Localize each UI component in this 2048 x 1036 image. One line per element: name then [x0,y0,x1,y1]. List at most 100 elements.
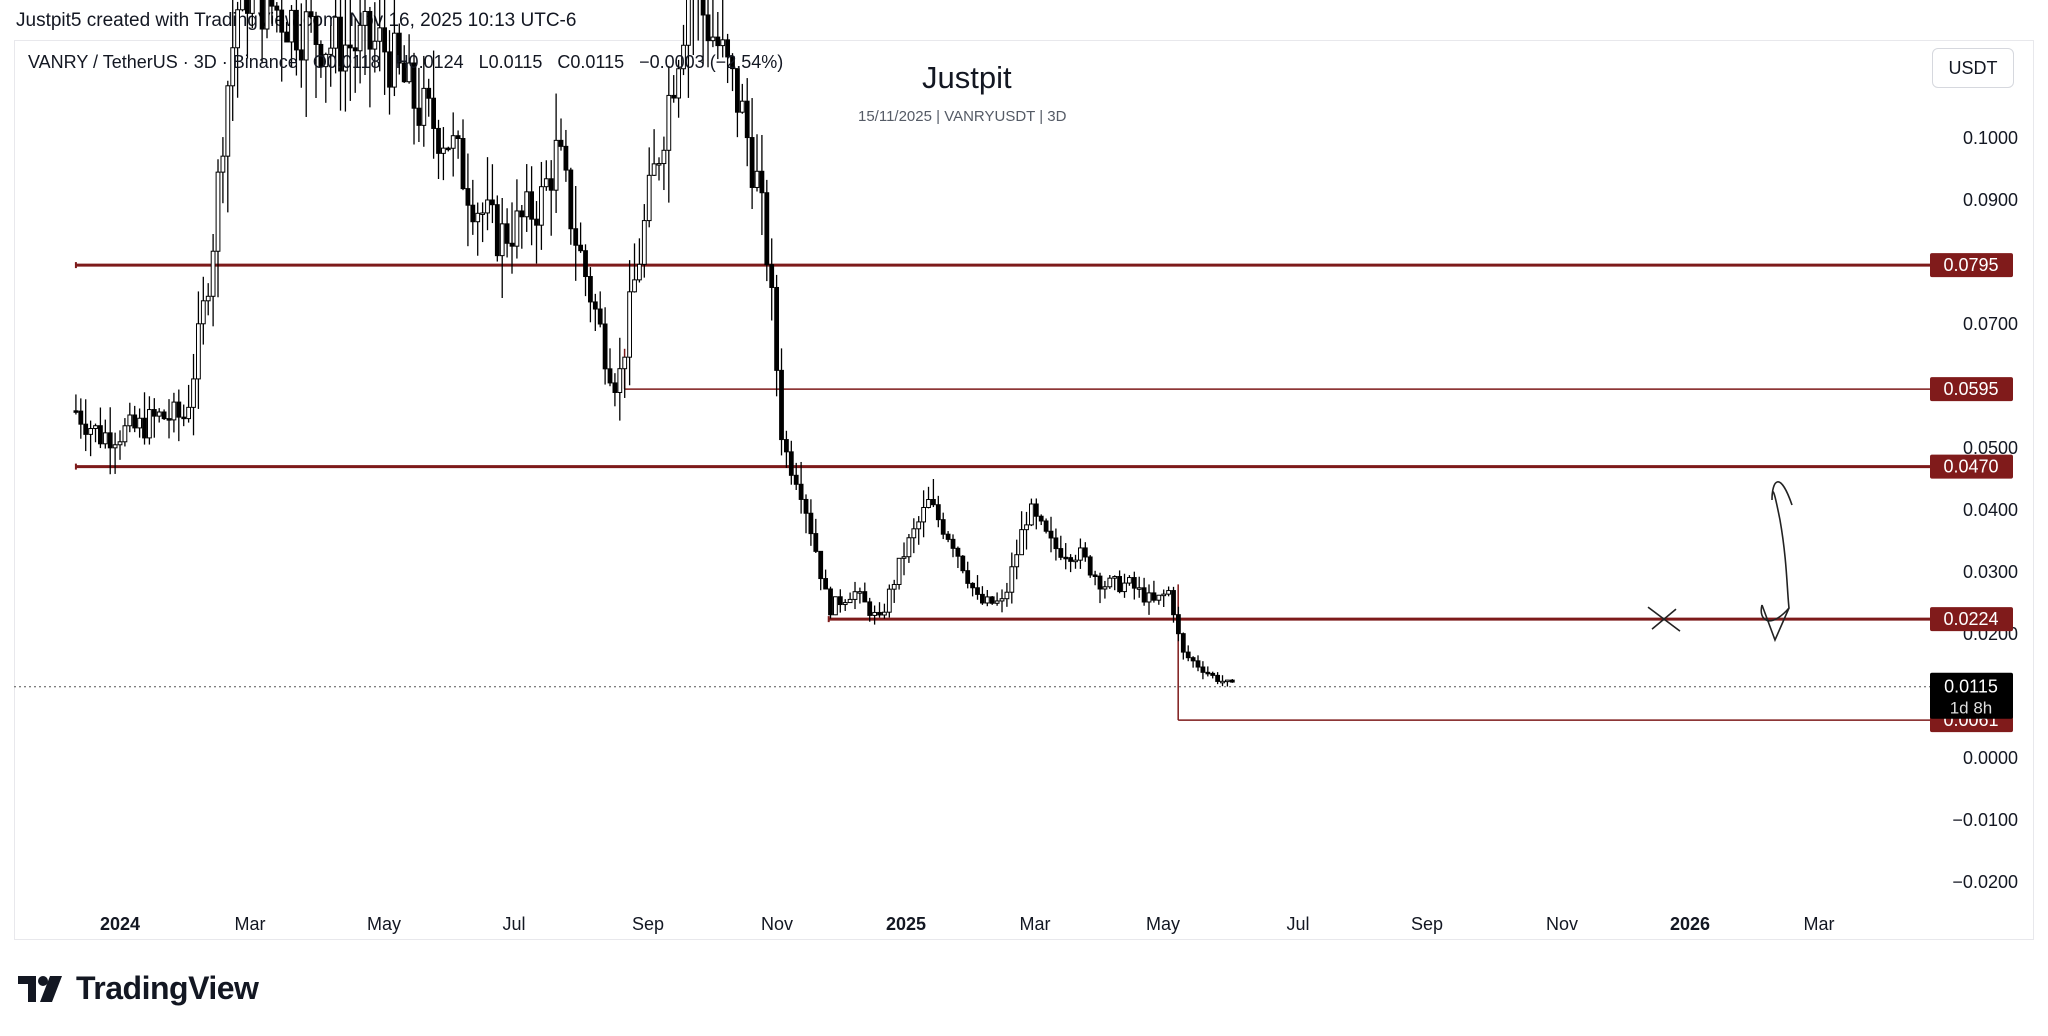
candle-up [1127,577,1132,584]
candle-up [514,210,520,247]
candle-down [416,107,422,126]
candle-down [808,512,814,535]
candle-up [1166,590,1172,595]
candle-down [445,147,451,151]
candle-up [127,414,133,427]
candle-up [102,432,108,445]
candle-up [686,0,691,46]
candle-up [1019,529,1025,556]
candle-down [470,204,476,223]
candle-down [1180,633,1186,653]
candle-down [759,170,765,194]
candle-down [1063,556,1069,560]
candle-up [406,62,412,83]
candle-up [156,411,162,417]
candle-up [112,444,118,449]
candle-down [465,188,471,206]
candle-down [490,199,495,206]
candle-down [494,204,500,257]
candle-up [441,147,446,154]
candle-down [607,368,613,384]
candle-down [764,192,770,266]
candle-down [411,62,417,109]
currency-selector-button[interactable]: USDT [1932,48,2014,88]
level-price-label: 0.0224 [1943,609,1998,629]
candle-down [1068,557,1074,562]
candle-down [730,56,735,70]
candle-up [475,212,481,223]
time-axis-label: 2025 [886,914,926,934]
candle-down [259,0,265,30]
time-axis-label: 2026 [1670,914,1710,934]
candle-down [803,498,809,514]
price-axis-label: 0.1000 [1963,128,2018,148]
candle-down [279,9,285,33]
candle-up [720,39,726,47]
candle-up [994,600,1000,604]
candle-down [563,145,569,171]
candle-up [215,171,221,252]
candle-down [142,417,147,439]
candle-up [1112,576,1118,579]
candle-down [1053,537,1059,550]
candle-down [818,550,824,580]
candle-up [539,186,544,226]
candle-down [744,100,750,139]
candle-up [646,174,652,222]
candle-down [867,601,873,616]
candle-up [641,220,647,265]
candle-down [965,570,971,584]
candle-down [107,432,113,449]
candle-down [1171,590,1176,616]
ohlc-close: C0.0115 [557,52,625,72]
candle-down [1176,614,1181,635]
level-price-tag [1930,454,2013,479]
candle-down [509,242,515,247]
candle-down [382,27,388,53]
price-axis-label: 0.0500 [1963,438,2018,458]
candle-down [779,369,784,441]
candle-down [735,68,740,113]
candle-down [1058,548,1064,558]
candle-up [739,100,745,113]
candle-up [637,263,642,281]
candle-up [1156,594,1162,601]
candle-up [1161,593,1167,597]
candle-up [1024,524,1029,531]
candle-up [249,0,255,14]
candle-down [788,451,794,476]
candle-up [235,9,241,49]
candle-down [715,36,721,47]
watermark-title: Justpit [922,60,1012,95]
candle-down [1131,577,1137,589]
candle-down [700,0,706,16]
time-axis-label: Mar [235,914,266,934]
candle-up [196,323,201,380]
candle-up [362,10,368,26]
candle-down [548,178,554,191]
candle-down [455,135,461,140]
candle-up [1102,586,1108,590]
candle-down [534,218,539,226]
candle-up [710,36,716,42]
time-axis-label: 2024 [100,914,140,934]
candle-down [813,533,819,552]
candle-down [181,416,187,420]
tradingview-logo[interactable]: TradingView [18,970,259,1007]
candle-down [504,223,510,244]
candle-down [1215,674,1221,682]
candle-down [989,596,995,604]
candle-up [333,16,339,49]
candle-down [784,439,789,453]
time-axis-label: Mar [1020,914,1051,934]
candle-down [294,9,299,51]
candle-up [901,556,907,559]
candle-down [1210,672,1216,676]
candle-up [1004,591,1010,600]
candle-up [1029,503,1034,526]
candle-up [205,295,211,302]
candle-down [592,301,598,310]
ohlc-change: −0.0003 (−2.54%) [639,52,784,72]
candle-down [573,228,579,246]
